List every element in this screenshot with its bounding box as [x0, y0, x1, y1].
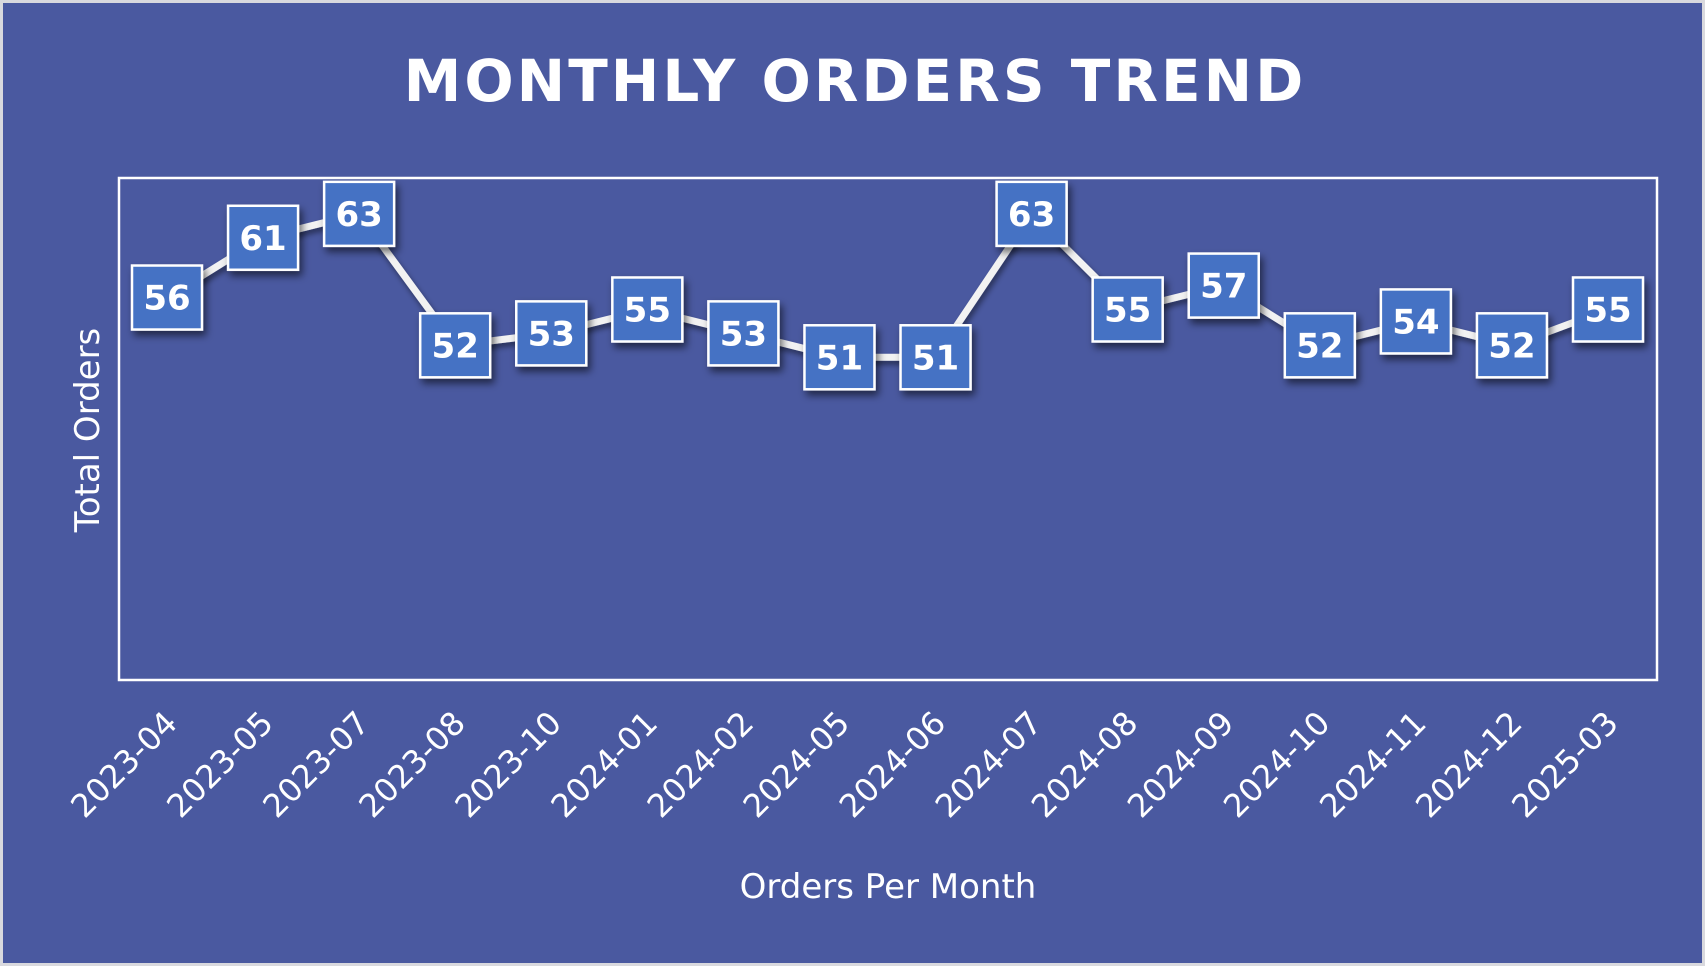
y-axis-label: Total Orders [68, 328, 108, 534]
data-label: 63 [335, 195, 382, 235]
data-marker [1475, 312, 1549, 379]
data-label: 52 [1488, 326, 1535, 366]
x-tick-label: 2024-10 [1216, 704, 1337, 825]
data-marker [611, 276, 684, 343]
data-label: 63 [1008, 195, 1055, 235]
data-point: 52 [1475, 312, 1549, 379]
data-point: 55 [1571, 276, 1645, 343]
data-point: 61 [226, 204, 300, 272]
data-marker [707, 300, 780, 367]
x-tick-labels: 2023-042023-052023-072023-082023-102024-… [63, 704, 1625, 825]
data-point: 52 [1283, 312, 1357, 379]
data-point: 51 [899, 324, 972, 391]
data-point: 51 [803, 324, 876, 391]
data-marker [1091, 276, 1164, 343]
data-marker [803, 324, 876, 391]
data-label: 53 [528, 314, 575, 354]
x-tick-label: 2023-07 [255, 704, 376, 825]
data-point: 52 [418, 312, 492, 379]
data-marker [1379, 288, 1453, 355]
data-marker [418, 312, 492, 379]
x-tick-label: 2023-08 [351, 704, 472, 825]
data-label: 51 [912, 338, 959, 378]
orders-line-chart: MONTHLY ORDERS TREND Total Orders Orders… [63, 47, 1659, 907]
data-marker [1283, 312, 1357, 379]
data-label: 52 [1296, 326, 1343, 366]
data-point: 63 [995, 180, 1068, 248]
data-marker [130, 264, 204, 331]
x-tick-label: 2023-05 [159, 704, 280, 825]
drop-lines [165, 213, 1610, 674]
x-tick-label: 2024-07 [928, 704, 1049, 825]
data-point: 57 [1187, 252, 1260, 319]
data-point: 53 [707, 300, 780, 367]
x-tick-label: 2025-03 [1504, 704, 1625, 825]
data-label: 55 [1104, 290, 1151, 330]
x-tick-label: 2024-06 [832, 704, 953, 825]
x-tick-label: 2023-10 [448, 704, 569, 825]
data-label: 61 [239, 219, 286, 259]
x-tick-label: 2024-01 [544, 704, 665, 825]
chart-title: MONTHLY ORDERS TREND [404, 47, 1307, 115]
x-tick-label: 2024-09 [1120, 704, 1241, 825]
data-markers: 56 61 63 52 53 55 53 51 51 63 55 57 52 54 52 55 [130, 180, 1645, 391]
x-tick-label: 2024-08 [1024, 704, 1145, 825]
data-point: 54 [1379, 288, 1453, 355]
data-point: 63 [322, 180, 396, 248]
x-tick-label: 2024-02 [640, 704, 761, 825]
data-label: 53 [720, 314, 767, 354]
data-point: 55 [1091, 276, 1164, 343]
data-point: 53 [515, 300, 588, 367]
data-point: 56 [130, 264, 204, 331]
x-tick-label: 2024-12 [1408, 704, 1529, 825]
data-label: 52 [432, 326, 479, 366]
data-marker [1571, 276, 1645, 343]
x-tick-label: 2024-05 [736, 704, 857, 825]
series-line [165, 210, 1610, 361]
data-label: 56 [143, 279, 190, 319]
data-label: 55 [1584, 290, 1631, 330]
data-label: 57 [1200, 267, 1247, 307]
data-marker [899, 324, 972, 391]
plot-area-border [117, 176, 1659, 682]
data-marker [322, 180, 396, 248]
x-tick-label: 2024-11 [1312, 704, 1433, 825]
data-point: 55 [611, 276, 684, 343]
data-marker [995, 180, 1068, 248]
data-label: 51 [816, 338, 863, 378]
data-marker [1187, 252, 1260, 319]
x-tick-label: 2023-04 [63, 704, 184, 825]
data-marker [226, 204, 300, 272]
data-marker [515, 300, 588, 367]
data-label: 55 [624, 290, 671, 330]
x-axis-label: Orders Per Month [740, 867, 1037, 907]
data-label: 54 [1392, 302, 1439, 342]
